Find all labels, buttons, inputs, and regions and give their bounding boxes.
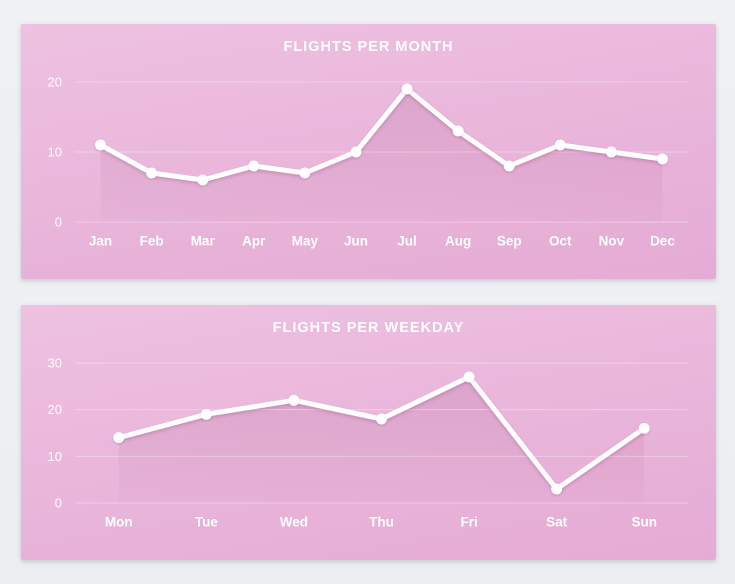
y-axis-tick-label: 10 — [48, 449, 62, 464]
x-axis-label: Oct — [549, 234, 572, 249]
x-axis-label: Wed — [280, 515, 308, 530]
data-point-marker — [554, 139, 566, 151]
x-axis-label: Thu — [369, 515, 394, 530]
data-point-marker — [95, 139, 107, 151]
data-point-marker — [248, 160, 260, 172]
data-point-marker — [197, 174, 209, 186]
flights-per-weekday-chart: 0 10 20 30 Mon Tue Wed Thu Fri Sat Sun — [48, 356, 688, 530]
data-point-marker — [503, 160, 515, 172]
data-point-marker — [452, 125, 464, 137]
x-axis-label: Jun — [344, 234, 368, 249]
x-axis-label: Feb — [140, 234, 164, 249]
data-point-marker — [401, 83, 413, 95]
flights-per-weekday-title: FLIGHTS PER WEEKDAY — [272, 320, 465, 336]
x-axis-label: Fri — [460, 515, 477, 530]
data-point-marker — [551, 483, 563, 495]
y-axis-tick-label: 20 — [48, 402, 62, 417]
flights-per-month-title: FLIGHTS PER MONTH — [283, 39, 454, 55]
x-axis-label: Apr — [242, 234, 266, 249]
data-point-marker — [200, 408, 212, 420]
data-point-marker — [605, 146, 617, 158]
data-point-marker — [288, 394, 300, 406]
flights-per-month-chart: 0 10 20 Jan Feb Mar Apr May Jun Jul Aug Sep Oct Nov De… — [48, 75, 688, 249]
data-point-marker — [656, 153, 668, 165]
flights-per-month-card: FLIGHTS PER MONTH 0 10 20 Jan Feb Mar Apr May Ju… — [21, 24, 716, 279]
y-axis-tick-label: 30 — [48, 356, 62, 371]
data-point-marker — [638, 422, 650, 434]
data-point-marker — [146, 167, 158, 179]
x-axis-label: Jul — [397, 234, 417, 249]
x-axis-label: Dec — [650, 234, 675, 249]
x-axis-label: Mar — [191, 234, 216, 249]
x-axis-label: Aug — [445, 234, 471, 249]
y-axis-tick-label: 0 — [55, 215, 62, 230]
data-point-marker — [463, 371, 475, 383]
x-axis-label: Jan — [89, 234, 112, 249]
data-point-marker — [376, 413, 387, 425]
data-point-marker — [113, 432, 125, 444]
x-axis-label: Sat — [546, 515, 568, 530]
x-axis-label: May — [292, 234, 319, 249]
x-axis-label: Tue — [195, 515, 218, 530]
x-axis-label: Sep — [497, 234, 522, 249]
y-axis-tick-label: 0 — [55, 496, 62, 511]
flights-per-weekday-card: FLIGHTS PER WEEKDAY 0 10 20 30 Mon Tue Wed Thu F… — [21, 305, 716, 560]
y-axis-tick-label: 10 — [48, 145, 62, 160]
data-line — [98, 86, 665, 183]
x-axis-label: Nov — [599, 234, 625, 249]
x-axis-label: Mon — [105, 515, 133, 530]
area-fill — [100, 89, 663, 222]
data-point-marker — [350, 146, 362, 158]
y-axis-tick-label: 20 — [48, 75, 62, 90]
data-point-marker — [299, 167, 311, 179]
x-axis-label: Sun — [631, 515, 657, 530]
